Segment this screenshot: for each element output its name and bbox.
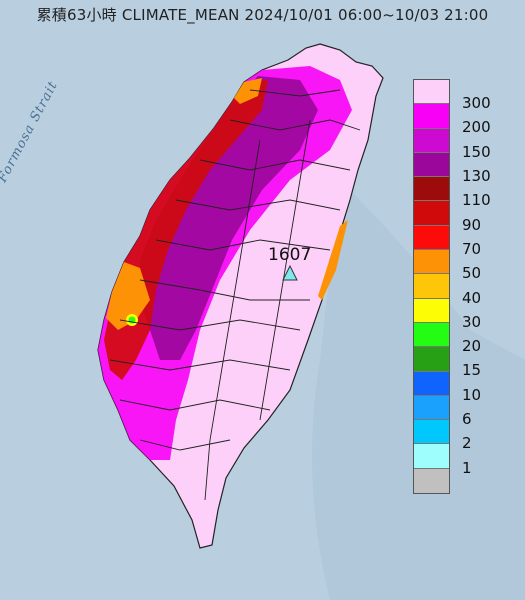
legend-swatch [414, 201, 449, 226]
legend-label: 150 [462, 142, 491, 161]
county-boundaries [109, 89, 361, 501]
rain-band-50 [106, 262, 150, 330]
legend-label: 15 [462, 361, 482, 380]
legend-label: 10 [462, 385, 482, 404]
legend-label: 130 [462, 167, 491, 186]
legend-swatch [414, 80, 449, 105]
legend-swatch [414, 152, 449, 178]
legend-label: 1 [462, 458, 472, 477]
legend-swatch [414, 468, 449, 494]
legend-swatch [414, 274, 449, 299]
legend-label: 300 [462, 94, 491, 113]
rain-band-50-north [234, 78, 262, 104]
legend-label: 90 [462, 215, 482, 234]
legend-swatch [414, 225, 449, 251]
legend-label: 200 [462, 118, 491, 137]
legend-swatch [414, 250, 449, 275]
legend-label: 20 [462, 337, 482, 356]
peak-value-label: 1607 [268, 245, 312, 265]
legend-label: 2 [462, 434, 472, 453]
legend-swatch [414, 371, 449, 396]
legend-swatch [414, 420, 449, 445]
legend-swatch [414, 444, 449, 469]
color-legend [413, 79, 450, 495]
legend-label: 30 [462, 312, 482, 331]
legend-swatch [414, 395, 449, 421]
legend-label: 70 [462, 239, 482, 258]
map-title: 累積63小時 CLIMATE_MEAN 2024/10/01 06:00~10/… [36, 6, 489, 24]
rain-band-50-east [318, 220, 348, 300]
legend-label: 6 [462, 410, 472, 429]
rain-band-200 [98, 66, 352, 460]
legend-swatch [414, 347, 449, 372]
legend-label: 50 [462, 264, 482, 283]
legend-swatch [414, 128, 449, 153]
peak-triangle-icon [282, 264, 298, 281]
legend-swatch [414, 104, 449, 129]
rain-band-150 [140, 76, 318, 360]
legend-label: 40 [462, 288, 482, 307]
legend-swatch [414, 322, 449, 348]
legend-label: 110 [462, 191, 491, 210]
legend-swatch [414, 298, 449, 323]
legend-swatch [414, 177, 449, 202]
